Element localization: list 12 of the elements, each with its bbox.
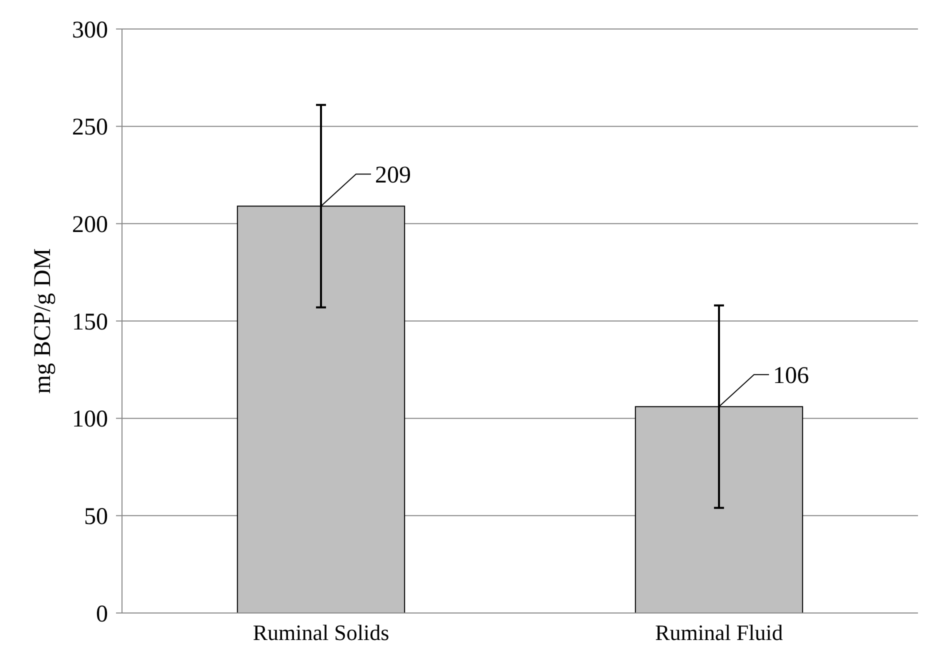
x-tick-label: Ruminal Fluid	[655, 620, 783, 645]
y-tick-label: 300	[72, 17, 108, 44]
data-label: 106	[773, 363, 809, 390]
y-tick-label: 250	[72, 114, 108, 141]
y-axis-title: mg BCP/g DM	[30, 248, 56, 394]
data-label: 209	[375, 162, 411, 189]
x-tick-label: Ruminal Solids	[252, 620, 390, 645]
y-tick-label: 150	[72, 309, 108, 336]
y-tick-label: 50	[84, 504, 108, 530]
y-tick-label: 100	[72, 406, 108, 433]
y-tick-label: 0	[96, 601, 108, 628]
y-tick-label: 200	[72, 212, 108, 238]
